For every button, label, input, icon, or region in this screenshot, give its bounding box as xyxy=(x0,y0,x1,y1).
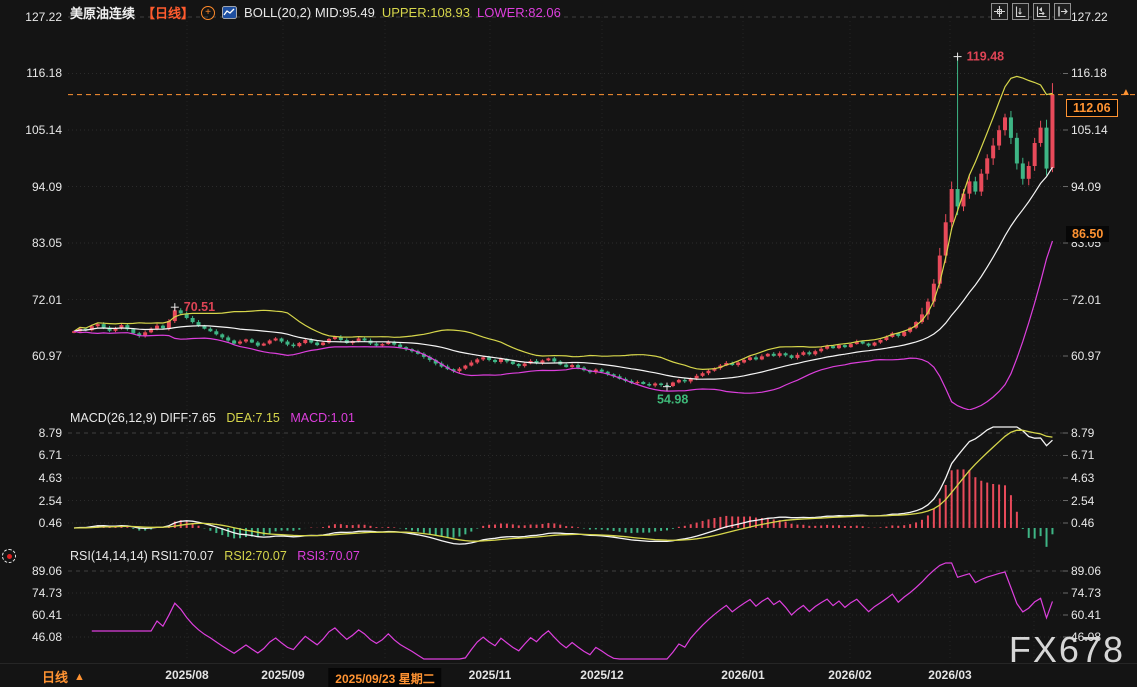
boll-upper-label: UPPER:108.93 xyxy=(381,5,470,20)
price-annotation: 70.51 xyxy=(184,300,215,314)
macd-tick-label-right: 6.71 xyxy=(1071,448,1095,463)
macd-macd-label: MACD:1.01 xyxy=(290,411,355,425)
price-up-arrow-icon: ▲ xyxy=(1121,87,1131,98)
macd-tick-label-left: 4.63 xyxy=(38,470,62,485)
chart-header: 美原油连续 【日线】 + BOLL(20,2) MID:95.49 UPPER:… xyxy=(70,3,561,22)
date-label: 2026/02 xyxy=(828,668,872,682)
date-label: 2026/03 xyxy=(928,668,972,682)
rsi-tick-label-left: 74.73 xyxy=(31,586,62,600)
rsi-main-label: RSI(14,14,14) RSI1:70.07 xyxy=(70,549,214,563)
rsi-tick-label-right: 46.08 xyxy=(1071,630,1102,644)
price-tick-label-right: 94.09 xyxy=(1071,179,1102,194)
price-tick-label-left: 72.01 xyxy=(31,292,62,307)
date-label: 2026/01 xyxy=(721,668,765,682)
period-selector[interactable]: 日线 ▲ xyxy=(42,667,85,686)
crosshair-date-label: 2025/09/23 星期二 xyxy=(328,668,442,687)
macd-tick-label-left: 2.54 xyxy=(38,493,62,508)
rsi2-label: RSI2:70.07 xyxy=(224,549,287,563)
x-axis-scale-icon[interactable] xyxy=(1033,3,1050,20)
secondary-price-box: 86.50 xyxy=(1066,226,1110,242)
macd-tick-label-left: 8.79 xyxy=(38,426,62,440)
y-axis-scale-icon[interactable] xyxy=(1012,3,1029,20)
macd-tick-label-left: 6.71 xyxy=(38,448,62,463)
price-tick-label-right: 60.97 xyxy=(1071,349,1102,363)
price-tick-label-left: 94.09 xyxy=(31,179,62,194)
price-tick-label-right: 127.22 xyxy=(1071,10,1108,24)
macd-tick-label-right: 2.54 xyxy=(1071,493,1095,508)
date-label: 2025/08 xyxy=(165,668,209,682)
circle-plus-icon[interactable]: + xyxy=(201,5,216,20)
price-annotation: 119.48 xyxy=(967,50,1005,64)
price-tick-label-right: 72.01 xyxy=(1071,292,1102,307)
price-tick-label-left: 105.14 xyxy=(25,122,62,137)
watermark: FX678 xyxy=(1008,629,1125,670)
price-tick-label-left: 116.18 xyxy=(26,66,62,81)
macd-tick-label-right: 8.79 xyxy=(1071,426,1095,440)
rsi-indicator-row: RSI(14,14,14) RSI1:70.07 RSI2:70.07 RSI3… xyxy=(70,549,360,563)
chart-type-icon[interactable] xyxy=(222,6,237,19)
rsi-tick-label-left: 89.06 xyxy=(31,564,62,578)
rsi-tick-label-left: 60.41 xyxy=(31,607,62,622)
price-tick-label-right: 105.14 xyxy=(1071,122,1108,137)
boll-lower-label: LOWER:82.06 xyxy=(477,5,561,20)
period-tag: 【日线】 xyxy=(142,6,195,21)
shift-right-icon[interactable] xyxy=(1054,3,1071,20)
date-label: 2025/09 xyxy=(261,668,305,682)
price-tick-label-left: 83.05 xyxy=(31,236,62,251)
date-label: 2025/12 xyxy=(580,668,624,682)
symbol-name: 美原油连续 xyxy=(70,6,136,21)
price-tick-label-right: 116.18 xyxy=(1071,66,1107,81)
macd-tick-label-right: 4.63 xyxy=(1071,470,1095,485)
rsi3-label: RSI3:70.07 xyxy=(297,549,360,563)
macd-tick-label-right: 0.46 xyxy=(1071,516,1095,530)
rsi-tick-label-right: 74.73 xyxy=(1071,586,1102,600)
macd-main-label: MACD(26,12,9) DIFF:7.65 xyxy=(70,411,216,425)
boll-label: BOLL(20,2) MID:95.49 xyxy=(244,5,375,20)
last-price-box: 112.06 xyxy=(1066,99,1118,117)
price-tick-label-left: 127.22 xyxy=(25,10,62,24)
macd-indicator-row: MACD(26,12,9) DIFF:7.65 DEA:7.15 MACD:1.… xyxy=(70,411,355,425)
live-indicator-icon xyxy=(2,549,16,563)
rsi-tick-label-right: 89.06 xyxy=(1071,564,1102,578)
price-tick-label-left: 60.97 xyxy=(31,349,62,363)
chart-toolbar xyxy=(991,3,1071,20)
macd-dea-label: DEA:7.15 xyxy=(226,411,280,425)
period-label: 日线 xyxy=(42,670,69,685)
macd-tick-label-left: 0.46 xyxy=(38,516,62,530)
price-annotation: 54.98 xyxy=(657,393,688,407)
date-label: 2025/11 xyxy=(468,668,512,682)
rsi-tick-label-right: 60.41 xyxy=(1071,607,1102,622)
chevron-up-icon: ▲ xyxy=(74,670,85,683)
axis-separator xyxy=(0,663,1137,664)
crosshair-icon[interactable] xyxy=(991,3,1008,20)
rsi-tick-label-left: 46.08 xyxy=(31,630,62,644)
